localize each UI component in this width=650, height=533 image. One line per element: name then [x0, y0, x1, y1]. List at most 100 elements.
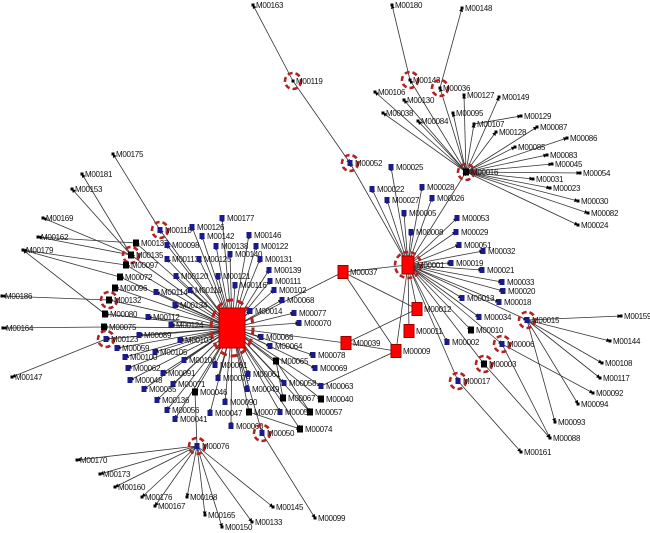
node-M00054[interactable]: M00054: [578, 169, 611, 178]
node-marker[interactable]: [296, 320, 302, 326]
node-M00013[interactable]: M00013: [459, 294, 495, 303]
node-marker[interactable]: [479, 267, 485, 273]
node-M00052[interactable]: M00052: [340, 153, 383, 173]
node-marker[interactable]: [192, 388, 198, 396]
node-marker[interactable]: [591, 391, 595, 395]
node-marker[interactable]: [402, 98, 406, 102]
node-marker[interactable]: [213, 243, 219, 249]
node-marker[interactable]: [140, 495, 144, 499]
node-M00001[interactable]: M00001: [393, 250, 445, 280]
node-marker[interactable]: [41, 216, 45, 220]
node-M00130[interactable]: M00130: [402, 96, 435, 105]
node-M00025[interactable]: M00025: [388, 163, 424, 172]
node-M00164[interactable]: M00164: [1, 324, 34, 333]
node-M00122[interactable]: M00122: [253, 242, 289, 251]
node-M00113[interactable]: M00113: [164, 255, 200, 264]
node-marker[interactable]: [548, 186, 552, 190]
node-M00046[interactable]: M00046: [192, 388, 228, 397]
node-M00084[interactable]: M00084: [416, 117, 449, 126]
node-M00107[interactable]: M00107: [472, 120, 505, 129]
node-marker[interactable]: [164, 256, 170, 262]
node-marker[interactable]: [253, 243, 259, 249]
node-marker[interactable]: [416, 119, 420, 123]
node-marker[interactable]: [164, 407, 170, 413]
node-marker[interactable]: [408, 229, 414, 235]
node-M00061[interactable]: M00061: [245, 370, 281, 379]
node-M00049[interactable]: M00049: [244, 385, 280, 394]
node-M00006[interactable]: M00006: [492, 334, 535, 354]
node-M00056[interactable]: M00056: [164, 406, 200, 415]
node-marker[interactable]: [456, 242, 462, 248]
node-marker[interactable]: [494, 130, 498, 134]
node-M00103[interactable]: M00103: [177, 336, 213, 345]
node-marker[interactable]: [340, 336, 352, 350]
node-M00079[interactable]: M00079: [215, 374, 251, 383]
node-M00119[interactable]: M00119: [283, 71, 324, 91]
node-marker[interactable]: [460, 6, 464, 10]
node-M00020[interactable]: M00020: [500, 287, 536, 296]
node-M00050[interactable]: M00050: [252, 423, 295, 443]
node-M00144[interactable]: M00144: [608, 337, 641, 346]
node-marker[interactable]: [318, 383, 324, 389]
node-M00015[interactable]: M00015: [517, 310, 560, 330]
node-M00088[interactable]: M00088: [548, 434, 581, 443]
node-M00036[interactable]: M00036: [430, 78, 471, 98]
node-M00121[interactable]: M00121: [215, 272, 251, 281]
node-marker[interactable]: [80, 172, 84, 176]
node-marker[interactable]: [550, 162, 554, 166]
node-M00096[interactable]: M00096: [112, 284, 148, 293]
node-M00087[interactable]: M00087: [535, 123, 568, 132]
node-M00083[interactable]: M00083: [545, 151, 578, 160]
node-M00005[interactable]: M00005: [401, 209, 437, 218]
node-marker[interactable]: [207, 410, 213, 416]
node-M00081[interactable]: M00081: [212, 361, 248, 370]
node-M00111[interactable]: M00111: [267, 277, 302, 286]
node-M00031[interactable]: M00031: [531, 175, 564, 184]
node-M00165[interactable]: M00165: [203, 511, 236, 520]
node-marker[interactable]: [125, 365, 131, 371]
node-marker[interactable]: [258, 334, 264, 340]
node-marker[interactable]: [266, 267, 272, 273]
node-marker[interactable]: [199, 233, 205, 239]
node-M00047[interactable]: M00047: [207, 409, 243, 418]
node-M00140[interactable]: M00140: [227, 250, 263, 259]
node-marker[interactable]: [455, 378, 461, 384]
node-marker[interactable]: [152, 349, 158, 355]
node-M00173[interactable]: M00173: [98, 470, 131, 479]
node-M00134[interactable]: M00134: [172, 301, 208, 310]
node-M00102[interactable]: M00102: [271, 286, 307, 295]
node-marker[interactable]: [177, 337, 183, 343]
node-M00009[interactable]: M00009: [390, 344, 431, 358]
node-M00073[interactable]: M00073: [246, 408, 282, 417]
node-M00082[interactable]: M00082: [586, 209, 619, 218]
node-marker[interactable]: [10, 375, 14, 379]
node-marker[interactable]: [444, 339, 450, 345]
node-marker[interactable]: [172, 302, 178, 308]
node-marker[interactable]: [219, 215, 225, 221]
node-marker[interactable]: [451, 111, 455, 115]
node-marker[interactable]: [141, 386, 147, 392]
node-marker[interactable]: [291, 310, 297, 316]
node-M00077[interactable]: M00077: [291, 309, 327, 318]
node-M00098[interactable]: M00098: [164, 241, 200, 250]
node-marker[interactable]: [403, 324, 415, 338]
node-M00026[interactable]: M00026: [429, 194, 465, 203]
node-marker[interactable]: [251, 3, 255, 7]
node-M00039[interactable]: M00039: [340, 336, 381, 350]
node-marker[interactable]: [153, 289, 159, 295]
node-M00160[interactable]: M00160: [113, 483, 146, 492]
node-M00024[interactable]: M00024: [576, 221, 609, 230]
node-M00133[interactable]: M00133: [250, 518, 283, 527]
node-marker[interactable]: [170, 381, 176, 387]
node-marker[interactable]: [381, 111, 385, 115]
node-marker[interactable]: [586, 211, 590, 215]
node-marker[interactable]: [133, 239, 139, 247]
node-marker[interactable]: [545, 153, 549, 157]
node-marker[interactable]: [384, 197, 390, 203]
node-marker[interactable]: [164, 242, 170, 248]
node-marker[interactable]: [480, 248, 486, 254]
node-marker[interactable]: [215, 273, 221, 279]
node-marker[interactable]: [600, 361, 604, 365]
node-M00023[interactable]: M00023: [548, 184, 581, 193]
node-M00177[interactable]: M00177: [219, 214, 255, 223]
